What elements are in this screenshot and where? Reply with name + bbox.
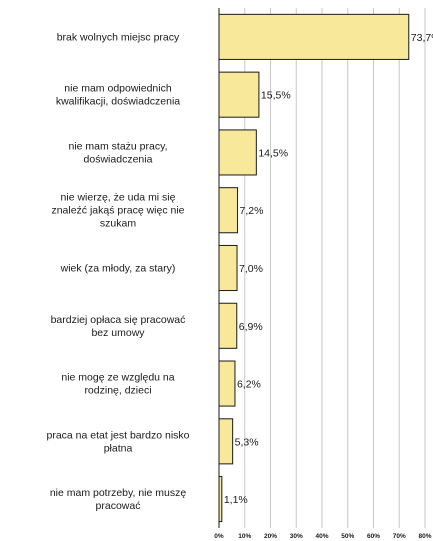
x-tick-label: 60%: [367, 533, 380, 540]
x-tick-label: 0%: [214, 533, 224, 540]
bars: [218, 13, 410, 523]
bar: [218, 360, 236, 407]
value-label: 73,7%: [411, 32, 433, 44]
value-labels: 73,7% 15,5% 14,5% 7,2% 7,0% 6,9% 6,2% 5,3% 1,1%: [224, 32, 433, 506]
category-label: nie mam stażu pracy, doświadczenia: [68, 140, 167, 165]
x-tick-label: 70%: [393, 533, 406, 540]
x-tick-label: 80%: [418, 533, 431, 540]
category-label: nie wierzę, że uda mi się znaleźć jakąś p…: [51, 192, 184, 230]
value-label: 7,2%: [240, 205, 264, 217]
x-tick-label: 30%: [290, 533, 303, 540]
bar: [218, 302, 238, 349]
value-label: 1,1%: [224, 494, 248, 506]
value-label: 6,9%: [239, 321, 263, 333]
category-label: praca na etat jest bardzo nisko płatna: [46, 429, 189, 454]
bar: [218, 13, 410, 60]
bar: [218, 129, 257, 176]
category-label: brak wolnych miejsc pracy: [57, 31, 180, 43]
x-tick-label: 50%: [341, 533, 354, 540]
bar: [218, 418, 234, 465]
value-label: 6,2%: [237, 379, 261, 391]
bar: [218, 187, 239, 234]
bar: [218, 244, 238, 292]
category-label: wiek (za młody, za stary): [60, 263, 176, 275]
category-label: nie mam potrzeby, nie muszę pracować: [50, 487, 187, 512]
x-tick-label: 20%: [264, 533, 277, 540]
category-label: nie mogę ze względu na rodzinę, dzieci: [61, 372, 174, 397]
x-tick-label: 40%: [315, 533, 328, 540]
category-label: nie mam odpowiednich kwalifikacji, doświa…: [56, 83, 180, 108]
category-label: bardziej opłaca się pracować bez umowy: [51, 314, 186, 339]
value-label: 7,0%: [239, 263, 263, 275]
bar: [218, 71, 260, 118]
value-label: 15,5%: [261, 90, 291, 102]
value-label: 5,3%: [235, 436, 259, 448]
x-tick-label: 10%: [238, 533, 251, 540]
category-labels: brak wolnych miejsc pracy nie mam odpowie…: [46, 31, 189, 512]
x-axis-ticks: 0% 10% 20% 30% 40% 50% 60% 70% 80%: [214, 533, 431, 540]
value-label: 14,5%: [258, 147, 288, 159]
